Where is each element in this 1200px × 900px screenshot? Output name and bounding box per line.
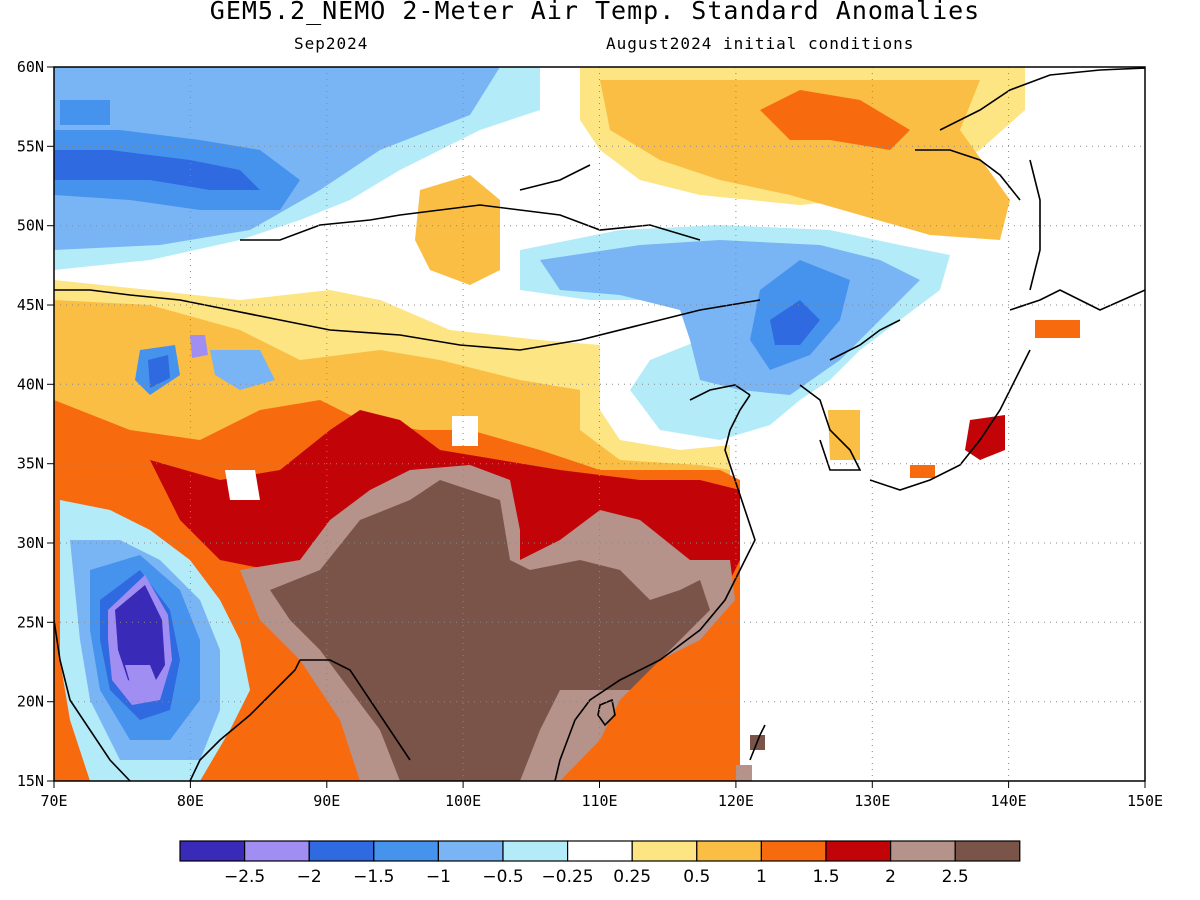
lon-tick-label: 130E [854,792,890,810]
lat-tick-label: 40N [17,375,44,393]
colorbar-swatch [502,840,569,862]
colorbar-label: −0.5 [482,867,523,887]
lat-tick-label: 30N [17,534,44,552]
colorbar-swatch [631,840,698,862]
colorbar-swatch [244,840,310,862]
colorbar-label: 2 [885,867,896,887]
cold-region-india-max [115,585,165,690]
map-title: GEM5.2_NEMO 2-Meter Air Temp. Standard A… [209,0,981,25]
colorbar-swatch [825,840,892,862]
lon-tick-label: 120E [718,792,754,810]
grid [54,67,1145,781]
warm-region-northeast-core [600,80,1010,240]
warm-region-northeast-strong [760,90,910,150]
colorbar: −2.5 −2 −1.5 −1 −0.5 −0.25 0.25 0.5 1 1.5 2 2.5 [179,840,1021,887]
coastlines [54,67,1145,781]
initial-conditions: August2024 initial conditions [606,34,915,53]
lon-tick-label: 100E [445,792,481,810]
colorbar-label: −1.5 [353,867,394,887]
colorbar-swatch [373,840,439,862]
colorbar-label: −2 [297,867,322,887]
colorbar-label: −1 [426,867,451,887]
colorbar-swatch [954,840,1021,862]
lat-tick-label: 25N [17,613,44,631]
lat-tick-label: 55N [17,137,44,155]
colorbar-label: 0.25 [613,867,651,887]
lat-tick-label: 50N [17,217,44,235]
anomaly-field [54,67,1145,781]
colorbar-label: 0.5 [683,867,710,887]
lon-tick-label: 140E [991,792,1027,810]
lat-tick-label: 45N [17,296,44,314]
lon-tick-label: 90E [313,792,340,810]
colorbar-label: 1.5 [812,867,839,887]
colorbar-swatch [889,840,956,862]
lon-tick-label: 70E [40,792,67,810]
lat-tick-label: 60N [17,58,44,76]
colorbar-swatch [437,840,504,862]
colorbar-swatch [696,840,762,862]
lat-tick-label: 20N [17,693,44,711]
colorbar-swatch [179,840,246,862]
valid-month: Sep2024 [294,34,369,53]
lon-tick-label: 110E [581,792,617,810]
lon-tick-label: 150E [1127,792,1163,810]
lon-tick-label: 80E [177,792,204,810]
axis-ticks: 70E 80E 90E 100E 110E 120E 130E 140E 150… [17,58,1163,810]
colorbar-label: −2.5 [224,867,265,887]
lat-tick-label: 15N [17,772,44,790]
warm-core-tibet-se-asia-max [270,480,710,781]
cold-region-northwest-deep [54,150,260,190]
lat-tick-label: 35N [17,455,44,473]
colorbar-swatch [566,840,633,862]
colorbar-swatch [760,840,827,862]
colorbar-label: −0.25 [542,867,594,887]
colorbar-swatch [308,840,375,862]
colorbar-label: 1 [756,867,767,887]
colorbar-label: 2.5 [942,867,969,887]
